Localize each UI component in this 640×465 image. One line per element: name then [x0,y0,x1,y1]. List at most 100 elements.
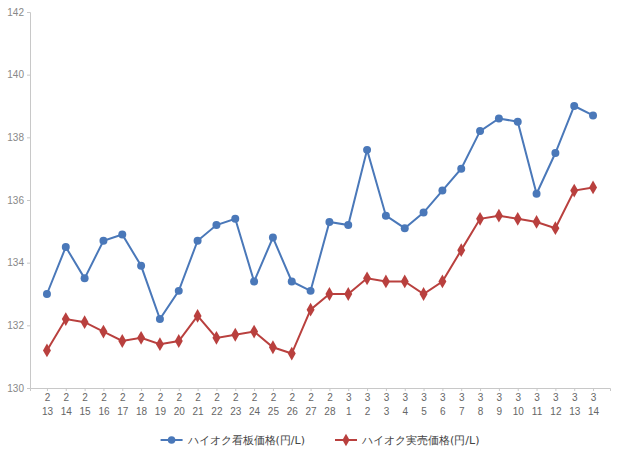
y-tick-mark [27,200,30,201]
data-point [156,315,164,323]
x-tick-mark [480,388,481,391]
data-point [344,221,352,229]
x-tick-label: 220 [174,392,186,417]
data-point [363,271,371,285]
x-tick-label: 213 [42,392,54,417]
data-point [137,262,145,270]
data-point [589,181,597,195]
x-tick-label: 227 [306,392,318,417]
x-tick-label: 222 [211,392,223,417]
data-point [307,287,315,295]
legend: ハイオク看板価格(円/L) ハイオク実売価格(円/L) [161,434,480,447]
data-point [420,287,428,301]
x-tick: 36 [440,388,446,417]
y-tick-mark [27,75,30,76]
x-tick-label: 36 [440,392,446,417]
x-tick-label: 221 [193,392,205,417]
x-tick-label: 219 [155,392,167,417]
data-point [250,325,258,339]
data-point [438,187,446,195]
x-tick: 311 [532,388,543,417]
x-tick-mark [518,388,519,391]
x-tick-label: 228 [324,392,336,417]
data-point [62,243,70,251]
y-tick-mark [27,325,30,326]
legend-item: ハイオク実売価格(円/L) [335,434,479,447]
data-point [382,275,390,289]
x-tick-mark [292,388,293,391]
data-point [212,221,220,229]
x-tick: 221 [193,388,205,417]
data-point [325,218,333,226]
data-point [457,165,465,173]
data-point [99,237,107,245]
x-tick-mark [555,388,556,391]
data-point [589,111,597,119]
x-tick-label: 39 [497,392,503,417]
x-tick-mark [103,388,104,391]
x-tick-mark [386,388,387,391]
legend-item: ハイオク看板価格(円/L) [161,434,305,447]
y-tick-label: 138 [7,132,24,143]
x-tick: 227 [306,388,318,417]
legend-marker [168,436,176,444]
data-point [551,149,559,157]
x-tick-mark [160,388,161,391]
data-point [344,287,352,301]
data-point [570,102,578,110]
data-point [43,343,51,357]
x-tick: 222 [211,388,223,417]
x-tick-mark [141,388,142,391]
x-tick-label: 310 [513,392,525,417]
data-point [212,331,220,345]
data-point [325,287,333,301]
x-tick-mark [367,388,368,391]
data-point [420,209,428,217]
data-point [476,212,484,226]
data-point [269,234,277,242]
x-tick: 39 [497,388,503,417]
x-tick-mark [254,388,255,391]
x-tick: 312 [550,388,562,417]
x-axis-line [31,389,611,392]
series-line [47,106,593,319]
data-point [194,309,202,323]
y-tick: 138 [7,132,30,143]
x-tick-label: 224 [249,392,261,417]
x-tick: 33 [384,388,390,417]
y-tick-label: 130 [7,383,24,394]
x-tick: 214 [61,388,73,417]
x-tick: 314 [588,388,600,417]
y-tick: 134 [7,257,30,268]
x-tick-mark [273,388,274,391]
data-point [288,277,296,285]
x-tick: 224 [249,388,261,417]
x-tick: 219 [155,388,167,417]
data-point [495,115,503,123]
data-point [99,325,107,339]
data-point [231,328,239,342]
x-tick-label: 314 [588,392,600,417]
data-point [401,275,409,289]
x-tick-label: 35 [421,392,427,417]
x-tick-mark [348,388,349,391]
x-tick-mark [461,388,462,391]
x-tick-mark [311,388,312,391]
x-tick: 223 [230,388,242,417]
data-point [363,146,371,154]
x-tick-label: 34 [402,392,408,417]
x-tick-label: 33 [384,392,390,417]
data-point [81,274,89,282]
data-point [137,331,145,345]
x-tick-label: 312 [550,392,562,417]
x-tick-mark [593,388,594,391]
x-tick: 218 [136,388,148,417]
data-point [175,334,183,348]
x-tick-mark [537,388,538,391]
x-tick: 310 [513,388,525,417]
data-point [194,237,202,245]
x-tick: 228 [324,388,336,417]
x-tick-label: 313 [569,392,581,417]
data-point [401,224,409,232]
y-tick-mark [27,137,30,138]
